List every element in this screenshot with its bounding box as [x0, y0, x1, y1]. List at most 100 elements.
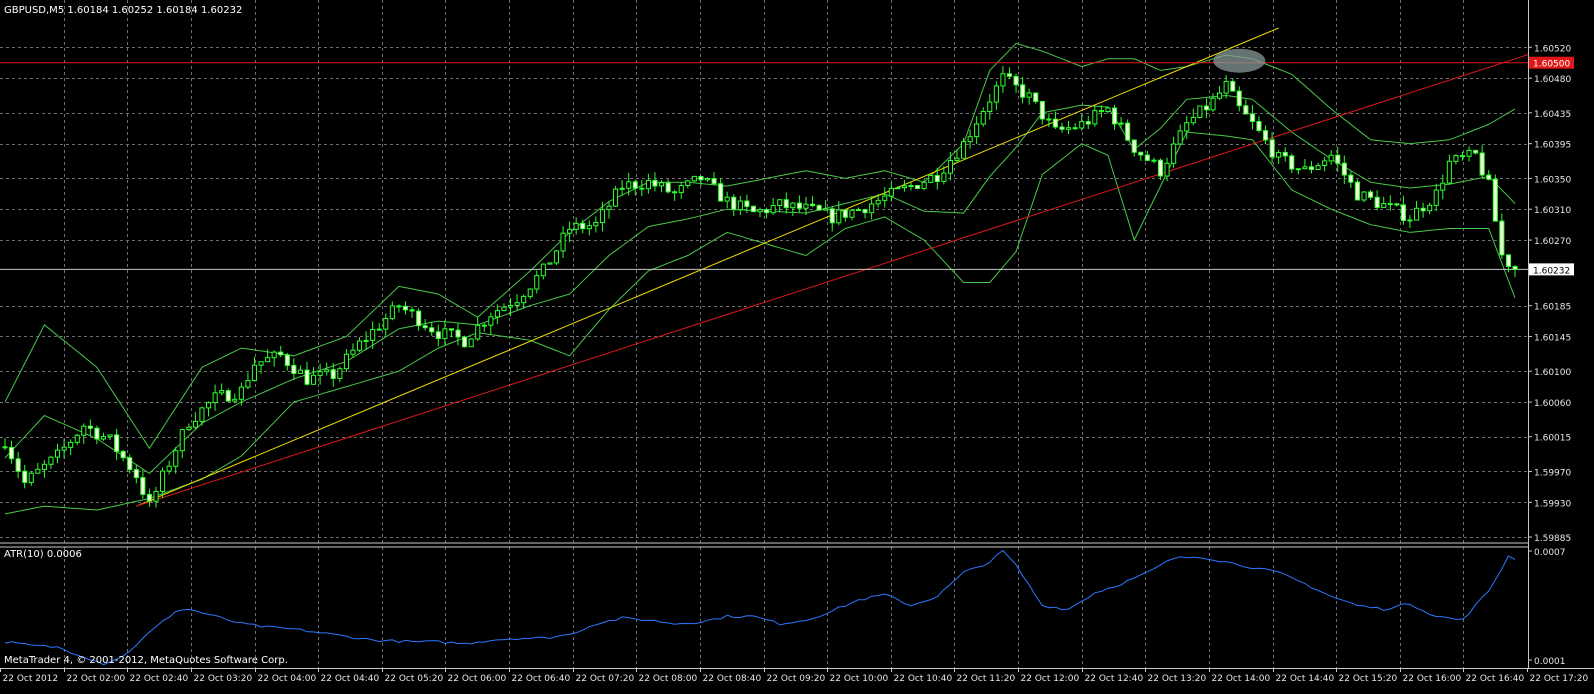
- candle-bear: [718, 183, 724, 202]
- candle-bear: [1505, 254, 1512, 267]
- price-tick-label: 1.60435: [1534, 110, 1571, 120]
- candle-bull: [1276, 152, 1282, 158]
- candle-bull: [928, 175, 934, 183]
- candle-bull: [1217, 92, 1223, 99]
- candle-bull: [311, 374, 317, 385]
- candle-bear: [1512, 266, 1518, 270]
- candle-bull: [343, 353, 349, 370]
- candle-bull: [1092, 110, 1098, 125]
- candle-bull: [199, 407, 205, 422]
- candle-bull: [869, 203, 875, 214]
- candle-bull: [770, 205, 776, 214]
- candle-bear: [291, 364, 297, 374]
- candle-bull: [363, 339, 369, 342]
- candle-bear: [1059, 126, 1065, 130]
- candle-bear: [915, 185, 921, 189]
- candle-bear: [1282, 152, 1288, 157]
- candle-bull: [35, 468, 41, 474]
- candle-bull: [1440, 182, 1446, 191]
- candle-bull: [1466, 149, 1472, 157]
- price-tick-label: 1.60100: [1534, 368, 1571, 378]
- candle-bear: [1131, 139, 1137, 153]
- candle-bear: [1486, 174, 1492, 180]
- candle-bull: [317, 371, 323, 376]
- candle-bear: [842, 209, 848, 218]
- time-tick-label: 22 Oct 02:40: [130, 674, 189, 684]
- candle-bull: [1118, 122, 1124, 125]
- candle-bear: [639, 187, 645, 190]
- candle-bull: [921, 181, 927, 189]
- candle-bear: [409, 309, 415, 312]
- time-tick-label: 22 Oct 16:40: [1466, 674, 1525, 684]
- candle-bull: [901, 185, 908, 189]
- trendlines[interactable]: 1.60500 1.60232: [0, 27, 1574, 507]
- candle-bull: [1361, 191, 1367, 201]
- candle-bull: [993, 85, 999, 103]
- candle-bull: [186, 426, 192, 431]
- symbol-header: GBPUSD,M5 1.60184 1.60252 1.60184 1.6023…: [4, 5, 242, 16]
- candle-bear: [1230, 81, 1236, 92]
- candle-bull: [48, 456, 54, 465]
- candle-bear: [665, 182, 671, 193]
- candle-bull: [1446, 160, 1452, 184]
- candle-bull: [803, 203, 809, 209]
- candle-bear: [330, 369, 336, 380]
- candle-bull: [1197, 105, 1203, 118]
- candle-bear: [1006, 73, 1013, 77]
- candle-bear: [1072, 127, 1078, 130]
- candle-bull: [613, 188, 619, 207]
- candle-bear: [1112, 107, 1118, 125]
- candle-bull: [1407, 219, 1413, 222]
- candle-bull: [1427, 204, 1433, 212]
- candle-bull: [941, 172, 947, 182]
- candle-bear: [2, 446, 8, 449]
- candle-bear: [416, 310, 422, 327]
- price-tick-label: 1.60015: [1534, 434, 1571, 444]
- time-tick-label: 22 Oct 05:20: [385, 674, 444, 684]
- candle-bull: [376, 328, 382, 331]
- candle-bull: [350, 349, 356, 355]
- candle-bull: [481, 324, 487, 327]
- atr-axis: 0.0007 0.0001: [1528, 548, 1566, 667]
- candle-bull: [179, 429, 185, 452]
- candle-bear: [1420, 207, 1426, 212]
- candle-bull: [606, 205, 612, 211]
- time-tick-label: 22 Oct 08:00: [639, 674, 698, 684]
- candle-bear: [580, 222, 586, 230]
- candle-bear: [87, 425, 93, 429]
- yellow-trendline: [136, 27, 1279, 507]
- candle-bear: [934, 175, 940, 182]
- candle-bear: [1387, 203, 1393, 206]
- candle-bull: [219, 390, 225, 394]
- price-tick-label: 1.60145: [1534, 333, 1571, 343]
- candle-bear: [114, 434, 120, 452]
- candle-bear: [750, 205, 757, 213]
- candle-bull: [251, 364, 257, 382]
- price-tick-label: 1.60520: [1534, 44, 1571, 54]
- candle-bull: [55, 449, 61, 458]
- red-trendline: [136, 54, 1529, 507]
- time-tick-label: 22 Oct 17:20: [1530, 674, 1589, 684]
- candle-bull: [599, 209, 606, 223]
- candle-bear: [1046, 118, 1052, 121]
- candle-bull: [61, 446, 67, 451]
- time-axis: 22 Oct 2012 22 Oct 02:00 22 Oct 02:40 22 Oc…: [0, 668, 1589, 684]
- candle-bear: [796, 202, 803, 209]
- candle-bull: [724, 196, 730, 202]
- candle-bull: [573, 222, 579, 230]
- atr-line: [4, 549, 1516, 666]
- candle-bull: [74, 434, 80, 443]
- candlesticks: [2, 48, 1518, 508]
- candle-bear: [1289, 155, 1295, 170]
- candle-bull: [974, 123, 980, 138]
- candle-bull: [370, 329, 376, 341]
- candle-bull: [153, 491, 159, 502]
- candle-bear: [1368, 191, 1374, 198]
- time-tick-label: 22 Oct 16:00: [1403, 674, 1462, 684]
- price-tick-label: 1.59885: [1534, 534, 1571, 544]
- candle-bear: [1236, 90, 1242, 107]
- candle-bear: [744, 200, 750, 207]
- candle-bull: [1453, 155, 1459, 162]
- candle-bear: [462, 336, 468, 348]
